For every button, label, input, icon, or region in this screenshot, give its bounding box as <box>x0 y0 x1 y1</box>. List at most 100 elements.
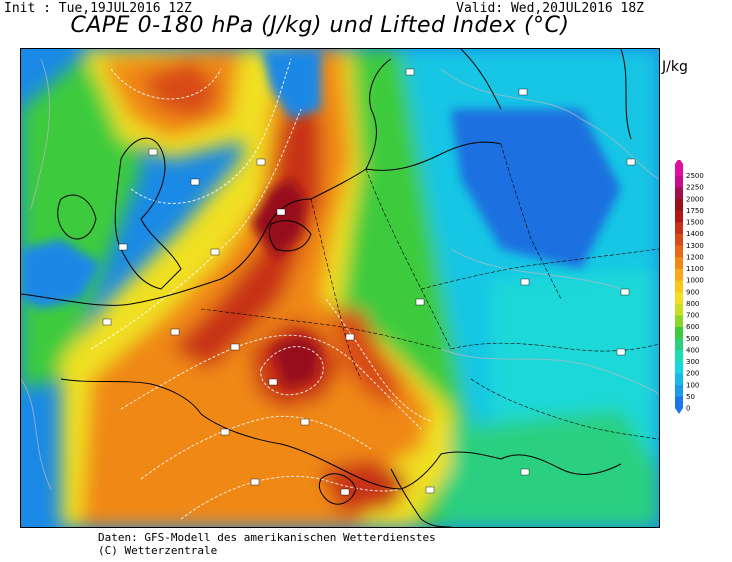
li-contour-gray <box>21 378 52 490</box>
cape-field-dark-center <box>271 334 321 389</box>
coastline <box>318 473 357 505</box>
country-border <box>310 198 362 380</box>
li-label <box>170 328 180 336</box>
li-label <box>300 418 310 426</box>
legend-level-label: 1300 <box>686 242 704 250</box>
legend-level-label: 500 <box>686 335 699 343</box>
legend-swatch <box>675 291 683 304</box>
li-label <box>250 478 260 486</box>
li-label <box>520 278 530 286</box>
li-label <box>230 343 240 351</box>
coastline <box>620 49 632 140</box>
li-contour <box>110 68 222 100</box>
coastline <box>57 194 97 240</box>
li-label <box>118 243 128 251</box>
legend-level-label: 700 <box>686 312 699 320</box>
legend-swatch <box>675 373 683 386</box>
cape-field-red-north <box>141 59 221 119</box>
li-contour <box>90 108 302 350</box>
li-label <box>190 178 200 186</box>
li-contour <box>140 415 372 480</box>
li-label <box>210 248 220 256</box>
li-label <box>148 148 158 156</box>
coastline <box>500 454 622 475</box>
legend-swatch <box>675 384 683 397</box>
legend-swatch <box>675 256 683 269</box>
li-label <box>276 208 286 216</box>
li-contour <box>325 298 432 422</box>
cape-field-red-ridge <box>171 89 321 369</box>
li-contour <box>120 334 422 430</box>
legend-level-label: 1200 <box>686 253 704 261</box>
legend-swatch <box>675 349 683 362</box>
weather-map <box>20 48 660 528</box>
legend-level-label: 50 <box>686 393 695 401</box>
legend-swatch <box>675 338 683 351</box>
legend-unit: J/kg <box>662 59 688 75</box>
li-label <box>415 298 425 306</box>
li-label <box>620 288 630 296</box>
legend-level-label: 1100 <box>686 265 704 273</box>
coastline <box>21 198 312 306</box>
legend-swatch <box>675 164 683 176</box>
li-contour <box>130 58 292 204</box>
coastline <box>365 141 502 171</box>
legend-level-label: 800 <box>686 300 699 308</box>
country-border <box>470 378 659 440</box>
coastline <box>268 220 312 252</box>
country-border <box>200 308 442 350</box>
country-border <box>420 248 659 290</box>
li-label <box>520 468 530 476</box>
li-label <box>345 333 355 341</box>
coastline <box>200 413 402 490</box>
coastline <box>60 378 202 415</box>
coastline <box>400 451 502 490</box>
legend-arrow-bottom <box>675 408 683 414</box>
legend-swatch <box>675 315 683 327</box>
color-legend: 0 50 100 200 300 400 500 600 700 800 900 1000 1100 12… <box>675 160 704 414</box>
legend-swatch <box>675 268 683 281</box>
country-border <box>365 168 452 350</box>
li-contour-gray <box>440 68 659 180</box>
legend-swatch <box>675 396 683 409</box>
legend-level-label: 200 <box>686 370 699 378</box>
map-title: CAPE 0-180 hPa (J/kg) und Lifted Index (… <box>70 13 570 38</box>
legend-level-label: 0 <box>686 405 690 413</box>
legend-swatch <box>675 361 683 374</box>
li-label <box>405 68 415 76</box>
legend-swatch <box>675 210 683 223</box>
li-contour-gray <box>30 58 51 210</box>
li-label <box>340 488 350 496</box>
sea-blue-north <box>261 49 321 119</box>
legend-level-label: 2250 <box>686 184 704 192</box>
copyright: (C) Wetterzentrale <box>98 544 218 557</box>
legend-level-label: 300 <box>686 358 699 366</box>
li-label <box>425 486 435 494</box>
legend-swatch <box>675 187 683 200</box>
legend-level-label: 1000 <box>686 277 704 285</box>
footer-credits: Daten: GFS-Modell des amerikanischen Wet… <box>98 531 436 557</box>
coastline <box>310 58 392 200</box>
legend-level-label: 1400 <box>686 230 704 238</box>
cape-field-green-southeast <box>441 409 659 527</box>
legend-level-label: 400 <box>686 346 699 354</box>
legend-level-label: 600 <box>686 323 699 331</box>
legend-level-label: 100 <box>686 381 699 389</box>
coastline <box>390 468 452 527</box>
li-label <box>102 318 112 326</box>
li-label <box>220 428 230 436</box>
map-canvas <box>21 49 659 527</box>
legend-level-label: 1750 <box>686 207 704 215</box>
country-border <box>500 143 562 300</box>
legend-level-label: 1500 <box>686 219 704 227</box>
legend-arrow-top <box>675 160 683 164</box>
legend-swatch <box>675 303 683 316</box>
li-label <box>626 158 636 166</box>
li-label <box>268 378 278 386</box>
li-label <box>616 348 626 356</box>
coastline <box>114 137 182 290</box>
legend-swatch <box>675 245 683 258</box>
coastline <box>460 49 502 110</box>
legend-swatch <box>675 280 683 293</box>
legend-swatch <box>675 175 683 188</box>
